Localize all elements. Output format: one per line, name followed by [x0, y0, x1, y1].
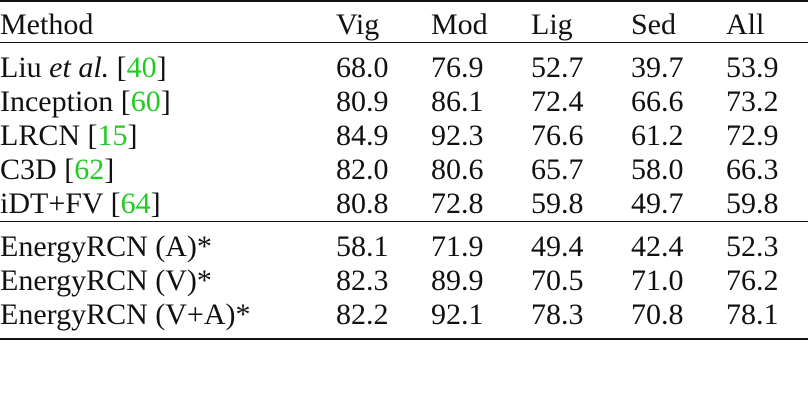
method-name: C3D: [0, 153, 57, 186]
value-cell-mod: 86.1: [431, 85, 484, 118]
method-name: iDT+FV: [0, 187, 104, 220]
results-table: Method Vig Mod Lig Sed All Liu et al. [4…: [0, 0, 808, 340]
value-cell-vig: 84.9: [336, 119, 389, 152]
value-cell-sed: 61.2: [631, 119, 684, 152]
table-row: EnergyRCN (V)* 82.3 89.9 70.5 71.0 76.2: [0, 264, 808, 298]
column-header-sed: Sed: [631, 0, 726, 43]
table-row: C3D [62] 82.0 80.6 65.7 58.0 66.3: [0, 153, 808, 187]
header-row: Method Vig Mod Lig Sed All: [0, 0, 808, 43]
value-cell-all: 52.3: [726, 221, 808, 264]
method-cell: EnergyRCN (V+A)*: [0, 298, 336, 340]
value-cell-mod: 76.9: [431, 42, 531, 85]
value-cell-sed: 42.4: [631, 221, 726, 264]
method-name: Liu: [0, 51, 42, 84]
method-cell: EnergyRCN (V)*: [0, 264, 212, 297]
method-cell: iDT+FV [64]: [0, 187, 161, 220]
value-cell-all: 73.2: [726, 85, 779, 118]
table-row: Liu et al. [40] 68.0 76.9 52.7 39.7 53.9: [0, 42, 808, 85]
value-cell-lig: 65.7: [531, 153, 584, 186]
table-row: LRCN [15] 84.9 92.3 76.6 61.2 72.9: [0, 119, 808, 153]
value-cell-lig: 72.4: [531, 85, 584, 118]
value-cell-vig: 80.8: [336, 187, 389, 220]
value-cell-sed: 70.8: [631, 298, 726, 340]
value-cell-sed: 66.6: [631, 85, 684, 118]
value-cell-mod: 72.8: [431, 187, 484, 220]
column-header-lig: Lig: [531, 0, 631, 43]
value-cell-lig: 52.7: [531, 42, 631, 85]
method-name-italic: et al.: [49, 51, 110, 84]
value-cell-mod: 92.1: [431, 298, 531, 340]
value-cell-vig: 80.9: [336, 85, 389, 118]
value-cell-vig: 82.2: [336, 298, 431, 340]
table-row: iDT+FV [64] 80.8 72.8 59.8 49.7 59.8: [0, 187, 808, 222]
value-cell-mod: 71.9: [431, 221, 531, 264]
method-name: LRCN: [0, 119, 81, 152]
method-cell: EnergyRCN (A)*: [0, 221, 336, 264]
value-cell-lig: 49.4: [531, 221, 631, 264]
column-header-all: All: [726, 0, 808, 43]
value-cell-vig: 82.0: [336, 153, 389, 186]
value-cell-vig: 58.1: [336, 221, 431, 264]
column-header-method: Method: [0, 0, 336, 43]
column-header-mod: Mod: [431, 0, 531, 43]
value-cell-lig: 76.6: [531, 119, 584, 152]
value-cell-mod: 89.9: [431, 264, 484, 297]
value-cell-vig: 82.3: [336, 264, 389, 297]
method-name: Inception: [0, 85, 114, 118]
value-cell-mod: 80.6: [431, 153, 484, 186]
citation-link[interactable]: 40: [126, 51, 157, 84]
citation-link[interactable]: 64: [120, 187, 151, 220]
value-cell-lig: 59.8: [531, 187, 584, 220]
value-cell-mod: 92.3: [431, 119, 484, 152]
method-cell: Inception [60]: [0, 85, 171, 118]
value-cell-sed: 49.7: [631, 187, 684, 220]
value-cell-all: 78.1: [726, 298, 808, 340]
value-cell-all: 72.9: [726, 119, 779, 152]
value-cell-all: 53.9: [726, 42, 808, 85]
value-cell-vig: 68.0: [336, 42, 431, 85]
column-header-vig: Vig: [336, 0, 431, 43]
table-row: EnergyRCN (A)* 58.1 71.9 49.4 42.4 52.3: [0, 221, 808, 264]
method-cell: Liu et al. [40]: [0, 42, 336, 85]
value-cell-sed: 39.7: [631, 42, 726, 85]
value-cell-all: 66.3: [726, 153, 779, 186]
value-cell-all: 59.8: [726, 187, 779, 220]
value-cell-lig: 78.3: [531, 298, 631, 340]
table-row: EnergyRCN (V+A)* 82.2 92.1 78.3 70.8 78.…: [0, 298, 808, 340]
value-cell-lig: 70.5: [531, 264, 584, 297]
value-cell-all: 76.2: [726, 264, 779, 297]
method-cell: LRCN [15]: [0, 119, 138, 152]
citation-link[interactable]: 15: [97, 119, 128, 152]
table-row: Inception [60] 80.9 86.1 72.4 66.6 73.2: [0, 85, 808, 119]
value-cell-sed: 71.0: [631, 264, 684, 297]
citation-link[interactable]: 62: [74, 153, 105, 186]
citation-link[interactable]: 60: [130, 85, 161, 118]
method-cell: C3D [62]: [0, 153, 115, 186]
value-cell-sed: 58.0: [631, 153, 684, 186]
